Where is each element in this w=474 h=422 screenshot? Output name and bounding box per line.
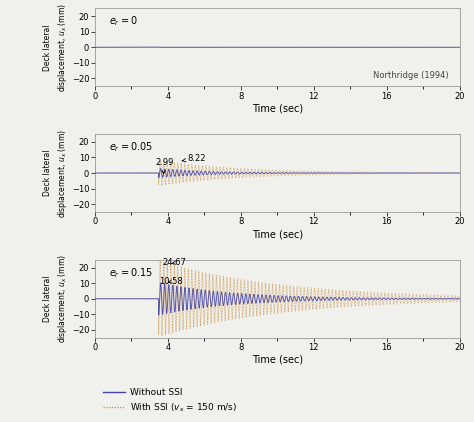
Y-axis label: Deck lateral
displacement, $u_x$ (mm): Deck lateral displacement, $u_x$ (mm) xyxy=(43,254,69,344)
X-axis label: Time (sec): Time (sec) xyxy=(252,103,303,114)
X-axis label: Time (sec): Time (sec) xyxy=(252,229,303,239)
X-axis label: Time (sec): Time (sec) xyxy=(252,355,303,365)
Text: Northridge (1994): Northridge (1994) xyxy=(373,71,449,80)
Text: 8.22: 8.22 xyxy=(182,154,206,163)
Text: $\mathit{e}_r = 0.15$: $\mathit{e}_r = 0.15$ xyxy=(109,266,154,280)
Legend: Without SSI, With SSI ($v_s$ = 150 m/s): Without SSI, With SSI ($v_s$ = 150 m/s) xyxy=(100,384,241,417)
Y-axis label: Deck lateral
displacement, $u_x$ (mm): Deck lateral displacement, $u_x$ (mm) xyxy=(43,128,69,218)
Text: $\mathit{e}_r = 0.05$: $\mathit{e}_r = 0.05$ xyxy=(109,141,154,154)
Text: $\mathit{e}_r = 0$: $\mathit{e}_r = 0$ xyxy=(109,15,138,28)
Text: 10.58: 10.58 xyxy=(160,277,183,286)
Text: 24.67: 24.67 xyxy=(162,258,186,268)
Text: 2.99: 2.99 xyxy=(155,158,173,174)
Y-axis label: Deck lateral
displacement, $u_x$ (mm): Deck lateral displacement, $u_x$ (mm) xyxy=(43,3,69,92)
